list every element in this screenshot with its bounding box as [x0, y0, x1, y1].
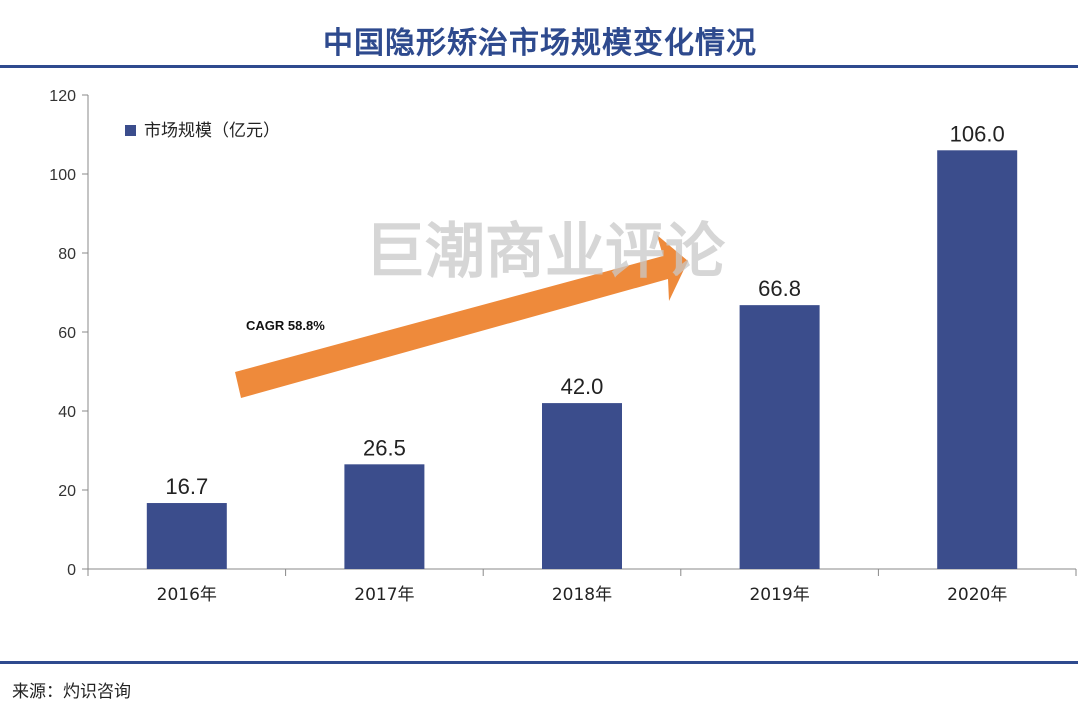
cagr-label: CAGR 58.8%	[246, 318, 325, 333]
footer-rule	[0, 661, 1078, 664]
watermark: 巨潮商业评论	[365, 217, 726, 287]
data-label: 42.0	[561, 374, 604, 399]
x-tick-label: 2016年	[157, 585, 217, 605]
bar	[542, 403, 622, 569]
legend-swatch	[125, 125, 136, 136]
data-label: 106.0	[950, 121, 1005, 146]
data-label: 26.5	[363, 435, 406, 460]
legend: 市场规模（亿元）	[125, 121, 280, 141]
bar	[937, 150, 1018, 570]
x-tick-label: 2018年	[552, 585, 612, 605]
axes: 0 20 40 60 80 100 120 2016年 2017年 2018年 2019年 2020年	[49, 88, 1077, 605]
y-tick-label: 60	[58, 325, 76, 342]
y-tick-label: 100	[49, 167, 76, 184]
x-tick-label: 2020年	[947, 585, 1007, 605]
x-tick-label: 2019年	[749, 585, 809, 605]
data-label: 16.7	[165, 474, 208, 499]
y-tick-label: 80	[58, 246, 76, 263]
x-tick-label: 2017年	[354, 585, 414, 605]
bars	[146, 150, 1018, 570]
y-tick-label: 120	[49, 88, 76, 105]
data-label: 66.8	[758, 276, 801, 301]
source-note: 来源：灼识咨询	[12, 682, 131, 702]
legend-label: 市场规模（亿元）	[144, 121, 280, 141]
bar-chart: 0 20 40 60 80 100 120 2016年 2017年 2018年 2019年 2020年…	[49, 88, 1077, 605]
chart-title: 中国隐形矫治市场规模变化情况	[323, 26, 757, 61]
bar	[146, 503, 227, 569]
cagr-arrow-shape	[235, 235, 688, 398]
y-tick-label: 0	[67, 562, 76, 579]
title-rule	[0, 65, 1078, 68]
bar	[344, 464, 425, 569]
bar	[739, 305, 820, 569]
y-tick-label: 40	[58, 404, 76, 421]
data-labels: 16.7 26.5 42.0 66.8 106.0	[165, 121, 1004, 499]
y-tick-label: 20	[58, 483, 76, 500]
cagr-arrow	[235, 235, 688, 398]
